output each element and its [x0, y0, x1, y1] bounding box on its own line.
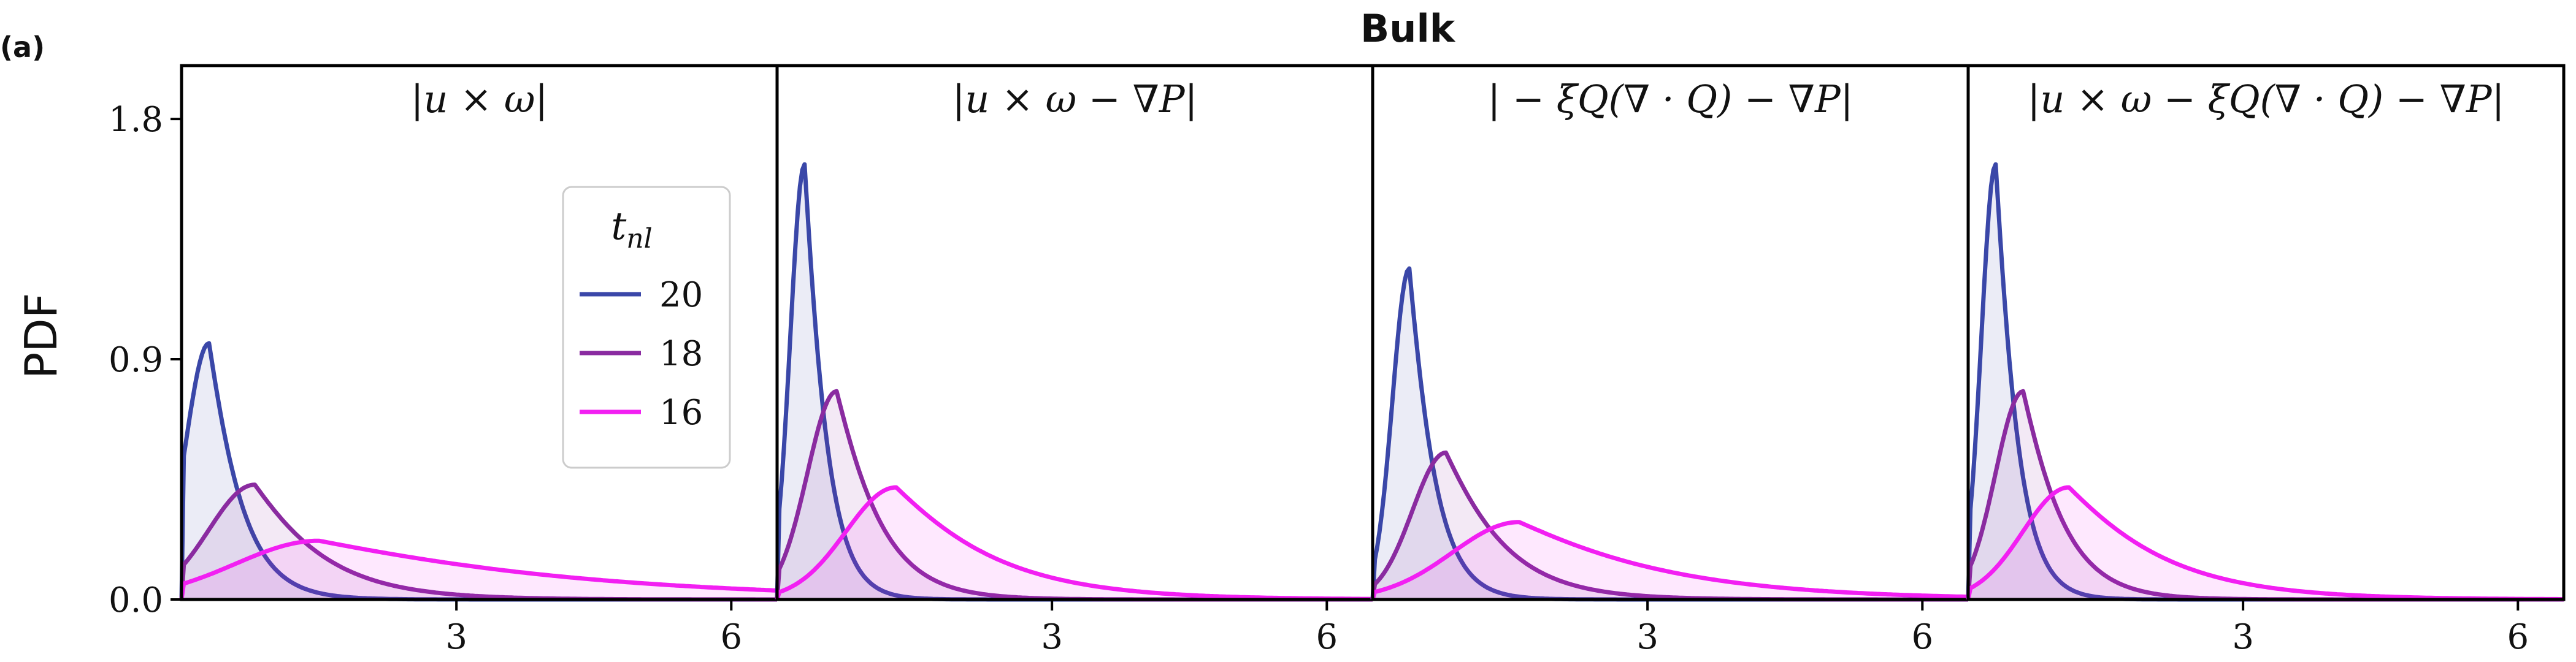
series-18-area — [777, 391, 1373, 599]
series-16-area — [1373, 522, 1968, 599]
panel-4: |u × ω − ξQ(∇ · Q) − ∇P| 3 6 — [1966, 64, 2566, 657]
panel-2: |u × ω − ∇P| 3 6 — [775, 64, 1374, 657]
panel-1: |u × ω| 3 6 — [179, 64, 779, 657]
plot-panels: |u × ω|3 6|u × ω − ∇P|3 6| − ξQ(∇ · Q) − ∇… — [109, 64, 2566, 657]
panel-3: | − ξQ(∇ · Q) − ∇P| 3 6 — [1370, 64, 1970, 657]
series-16-line — [179, 538, 778, 600]
series-20-area — [777, 164, 1373, 600]
legend-label-18: 18 — [659, 334, 703, 374]
legend: tnl 20 18 16 — [562, 186, 731, 469]
series-16-line — [775, 485, 1373, 601]
y-axis: 0.0 0.9 1.8 — [109, 100, 182, 620]
x-tick-label: 3 — [445, 617, 467, 657]
y-axis-label: PDF — [15, 293, 67, 379]
panel-title: |u × ω| — [411, 77, 548, 121]
series-16-area — [182, 541, 777, 599]
x-tick-label: 3 — [1636, 617, 1658, 657]
y-tick-label: 1.8 — [109, 100, 163, 140]
series-20-area — [182, 343, 777, 599]
y-tick-label: 0.9 — [109, 340, 163, 380]
series-16-area — [1968, 487, 2564, 599]
legend-items: 20 18 16 — [580, 275, 703, 433]
series-16-line — [1370, 520, 1969, 601]
panel-frame — [1966, 64, 2566, 601]
x-tick-label: 6 — [1911, 617, 1933, 657]
figure-title: Bulk — [1360, 6, 1456, 51]
x-tick-label: 6 — [1316, 617, 1338, 657]
x-tick-label: 3 — [2232, 617, 2254, 657]
legend-label-16: 16 — [659, 393, 703, 433]
panel-title: |u × ω − ξQ(∇ · Q) − ∇P| — [2028, 77, 2505, 121]
x-tick-label: 6 — [2507, 617, 2529, 657]
legend-label-20: 20 — [659, 275, 703, 315]
series-20-area — [1968, 164, 2564, 600]
series-18-area — [182, 484, 777, 599]
legend-title: tnl — [611, 204, 652, 254]
panel-title: |u × ω − ∇P| — [952, 77, 1197, 121]
panel-title: | − ξQ(∇ · Q) − ∇P| — [1487, 77, 1853, 121]
x-tick-label: 6 — [720, 617, 742, 657]
panel-label: (a) — [0, 31, 45, 64]
y-tick-label: 0.0 — [109, 580, 163, 620]
x-tick-label: 3 — [1041, 617, 1063, 657]
legend-box — [562, 186, 731, 469]
